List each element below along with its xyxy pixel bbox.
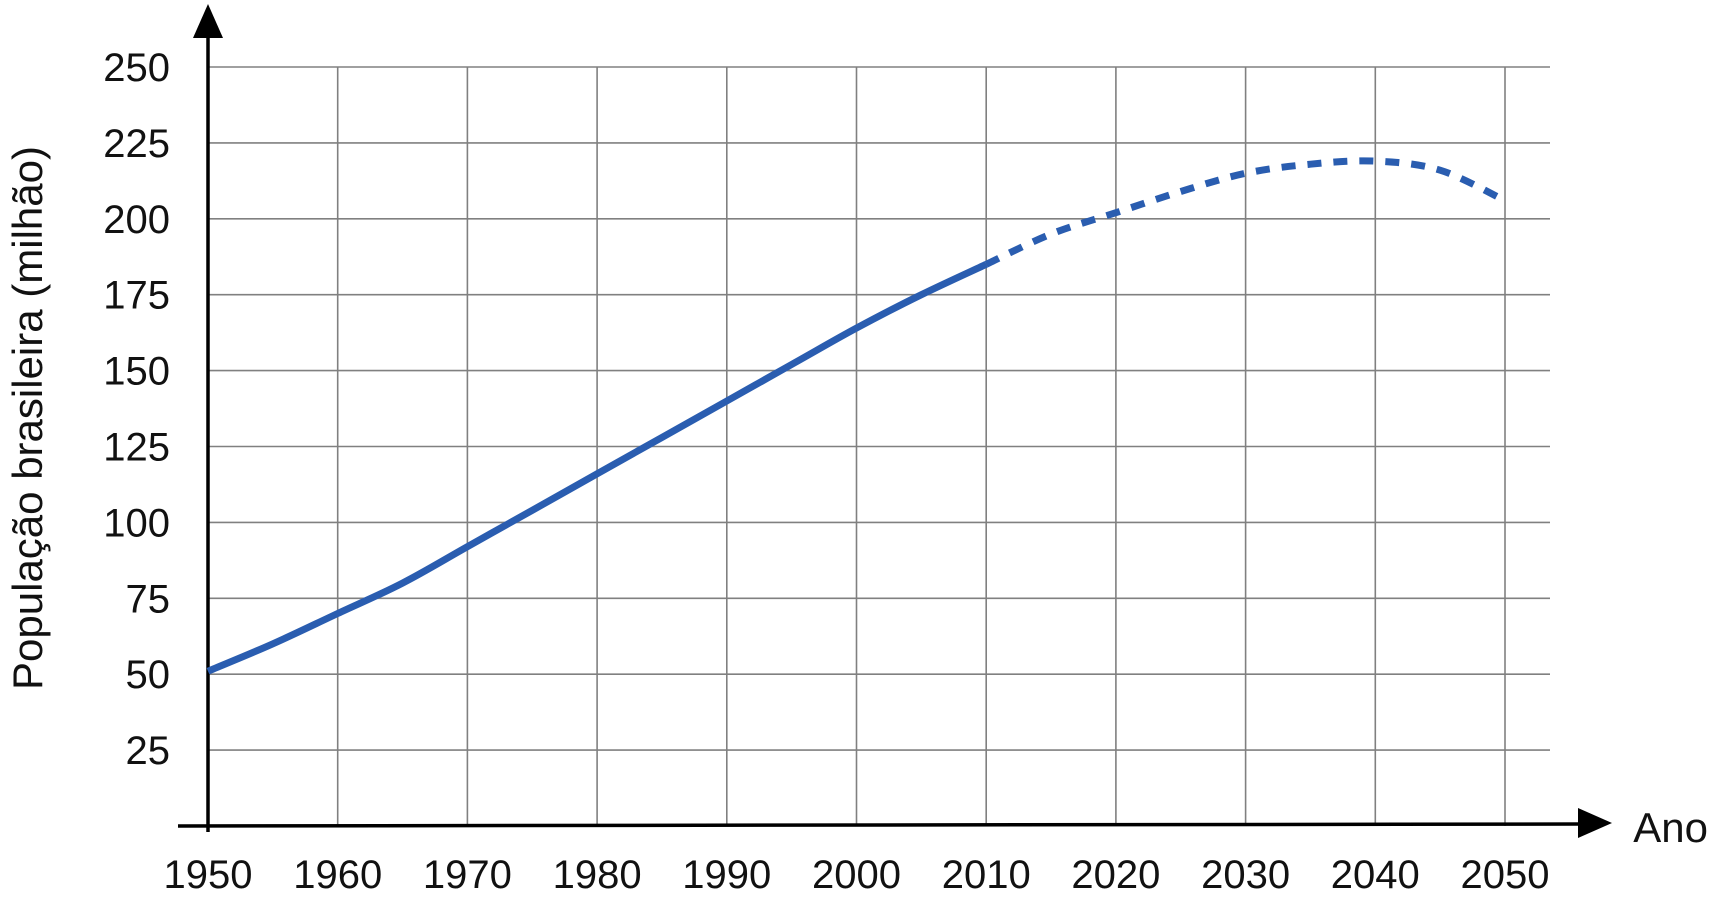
y-tick-label-150: 150 — [103, 350, 170, 394]
x-axis-line — [177, 822, 1586, 828]
y-tick-label-100: 100 — [103, 501, 170, 545]
axes — [177, 4, 1612, 838]
x-axis-title: Ano — [1633, 804, 1708, 851]
y-tick-label-50: 50 — [126, 653, 171, 697]
y-tick-label-75: 75 — [126, 577, 171, 621]
y-axis-title: População brasileira (milhão) — [4, 146, 51, 690]
y-tick-label-25: 25 — [126, 729, 171, 773]
y-tick-label-250: 250 — [103, 46, 170, 90]
y-tick-label-200: 200 — [103, 198, 170, 242]
x-tick-label-2030: 2030 — [1201, 853, 1290, 897]
y-tick-label-175: 175 — [103, 274, 170, 318]
x-tick-labels: 1950 1960 1970 1980 1990 2000 2010 2020 2030 2040… — [164, 853, 1550, 897]
y-tick-label-225: 225 — [103, 122, 170, 166]
x-tick-label-2000: 2000 — [812, 853, 901, 897]
x-tick-label-1960: 1960 — [293, 853, 382, 897]
y-tick-label-125: 125 — [103, 426, 170, 470]
x-tick-label-2010: 2010 — [942, 853, 1031, 897]
x-axis-arrow-icon — [1578, 808, 1612, 838]
x-tick-label-2050: 2050 — [1461, 853, 1550, 897]
x-tick-label-1950: 1950 — [164, 853, 253, 897]
grid — [208, 66, 1550, 826]
series-layer — [206, 157, 1507, 675]
projection-line-dashed — [984, 157, 1507, 268]
x-tick-label-1980: 1980 — [553, 853, 642, 897]
x-tick-label-2040: 2040 — [1331, 853, 1420, 897]
x-tick-label-2020: 2020 — [1071, 853, 1160, 897]
x-tick-label-1990: 1990 — [682, 853, 771, 897]
x-tick-label-1970: 1970 — [423, 853, 512, 897]
y-axis-arrow-icon — [193, 4, 223, 38]
y-tick-labels: 25 50 75 100 125 150 175 200 225 250 — [103, 46, 170, 773]
population-line-solid — [206, 261, 988, 675]
